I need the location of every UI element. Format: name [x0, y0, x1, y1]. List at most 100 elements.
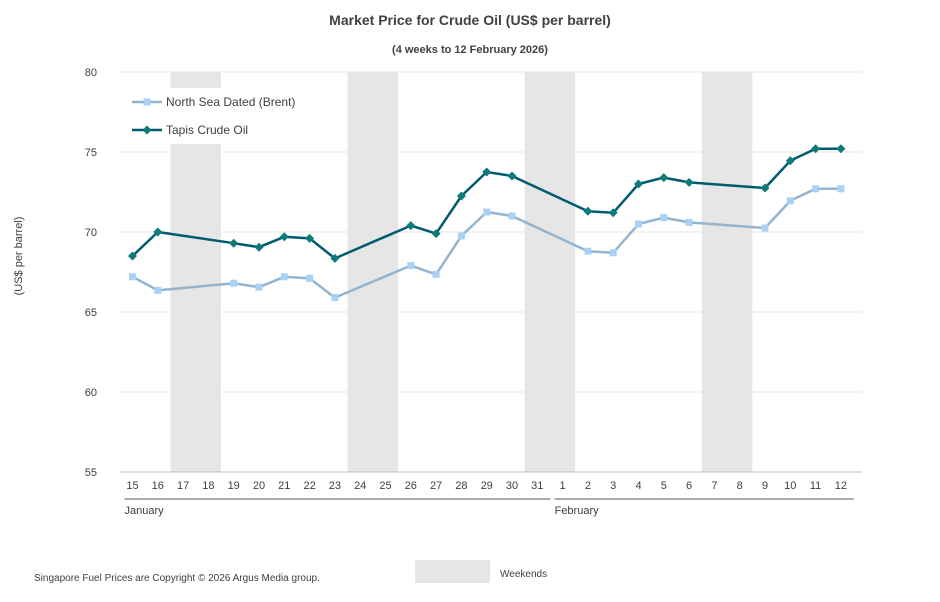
data-point-brent: [609, 249, 617, 257]
data-point-tapis: [507, 171, 517, 181]
data-point-brent: [457, 232, 465, 240]
month-label: February: [555, 505, 600, 517]
data-point-tapis: [279, 232, 289, 242]
data-point-brent: [685, 218, 693, 226]
y-tick-label: 75: [85, 147, 97, 159]
data-point-brent: [508, 212, 516, 220]
data-point-tapis: [305, 233, 315, 243]
legend-brent-label: North Sea Dated (Brent): [166, 95, 295, 109]
x-tick-label: 28: [455, 480, 467, 492]
data-point-brent: [660, 214, 668, 222]
x-tick-label: 23: [329, 480, 341, 492]
data-point-brent: [255, 283, 263, 291]
x-tick-label: 18: [202, 480, 214, 492]
y-tick-labels: 55 60 65 70 75 80: [85, 67, 97, 479]
x-tick-label: 21: [278, 480, 290, 492]
legend-brent-marker: [143, 98, 151, 106]
x-tick-label: 4: [635, 480, 641, 492]
x-tick-label: 24: [354, 480, 366, 492]
x-tick-label: 2: [585, 480, 591, 492]
x-tick-label: 9: [762, 480, 768, 492]
weekends-label: Weekends: [500, 569, 547, 580]
data-point-tapis: [482, 167, 492, 177]
x-tick-label: 17: [177, 480, 189, 492]
x-tick-label: 1: [560, 480, 566, 492]
x-tick-label: 19: [228, 480, 240, 492]
y-tick-label: 65: [85, 307, 97, 319]
y-tick-label: 70: [85, 227, 97, 239]
data-point-brent: [407, 262, 415, 270]
data-point-tapis: [254, 242, 264, 252]
data-point-brent: [483, 208, 491, 216]
x-tick-label: 27: [430, 480, 442, 492]
data-point-brent: [129, 273, 136, 281]
weekends-legend: Weekends: [415, 560, 547, 583]
month-labels: January February: [124, 498, 854, 517]
copyright-footer: Singapore Fuel Prices are Copyright © 20…: [34, 573, 320, 584]
x-tick-label: 16: [152, 480, 164, 492]
x-tick-label: 15: [126, 480, 138, 492]
x-tick-label: 22: [303, 480, 315, 492]
weekend-band: [701, 72, 753, 472]
data-point-brent: [761, 224, 769, 232]
x-tick-label: 3: [610, 480, 616, 492]
data-point-brent: [280, 273, 288, 281]
weekend-band: [347, 72, 399, 472]
data-point-tapis: [406, 221, 416, 231]
data-point-tapis: [330, 253, 340, 263]
x-tick-label: 29: [481, 480, 493, 492]
data-point-tapis: [608, 208, 618, 218]
data-point-brent: [635, 220, 642, 228]
data-point-tapis: [153, 227, 163, 237]
y-axis-label: (US$ per barrel): [13, 217, 25, 296]
x-tick-label: 6: [686, 480, 692, 492]
data-point-tapis: [456, 191, 466, 201]
data-point-brent: [331, 294, 339, 302]
chart-subtitle: (4 weeks to 12 February 2026): [392, 44, 548, 56]
x-tick-label: 25: [379, 480, 391, 492]
x-tick-label: 12: [835, 480, 847, 492]
data-point-tapis: [128, 251, 137, 261]
x-tick-label: 7: [711, 480, 717, 492]
legend-bg: [128, 88, 328, 144]
data-point-tapis: [634, 179, 643, 189]
data-point-tapis: [684, 177, 694, 187]
data-point-tapis: [659, 173, 669, 183]
legend: North Sea Dated (Brent) Tapis Crude Oil: [128, 88, 328, 144]
data-point-brent: [230, 279, 238, 287]
x-tick-label: 30: [506, 480, 518, 492]
data-point-tapis: [431, 229, 441, 239]
data-point-brent: [786, 197, 794, 205]
data-point-brent: [306, 274, 314, 282]
x-tick-label: 8: [737, 480, 743, 492]
x-tick-label: 10: [784, 480, 796, 492]
data-point-brent: [837, 185, 845, 193]
x-tick-label: 11: [810, 480, 821, 492]
x-tick-label: 5: [661, 480, 667, 492]
legend-tapis-label: Tapis Crude Oil: [166, 123, 248, 137]
data-point-brent: [154, 286, 162, 294]
x-tick-labels: 15 16 17 18 19 20 21 22 23 24 25 26 27 28 29 30 31 1 2 3 4 5 6…: [126, 480, 847, 492]
data-point-tapis: [836, 144, 846, 154]
data-point-tapis: [785, 156, 795, 166]
y-tick-label: 55: [85, 467, 97, 479]
data-point-tapis: [760, 183, 770, 193]
data-point-tapis: [583, 206, 593, 216]
series-lines: [128, 144, 846, 302]
x-tick-label: 20: [253, 480, 265, 492]
data-point-brent: [432, 270, 440, 278]
weekends-swatch: [415, 560, 490, 583]
x-tick-label: 26: [405, 480, 417, 492]
x-tick-label: 31: [531, 480, 543, 492]
gridlines: [120, 71, 862, 473]
data-point-tapis: [811, 144, 821, 154]
legend-tapis-marker: [142, 125, 152, 135]
month-label: January: [125, 505, 165, 517]
weekend-band: [524, 72, 576, 472]
y-tick-label: 60: [85, 387, 97, 399]
chart-title: Market Price for Crude Oil (US$ per barr…: [329, 12, 611, 28]
y-tick-label: 80: [85, 67, 97, 79]
data-point-tapis: [229, 238, 239, 248]
data-point-brent: [584, 247, 592, 255]
